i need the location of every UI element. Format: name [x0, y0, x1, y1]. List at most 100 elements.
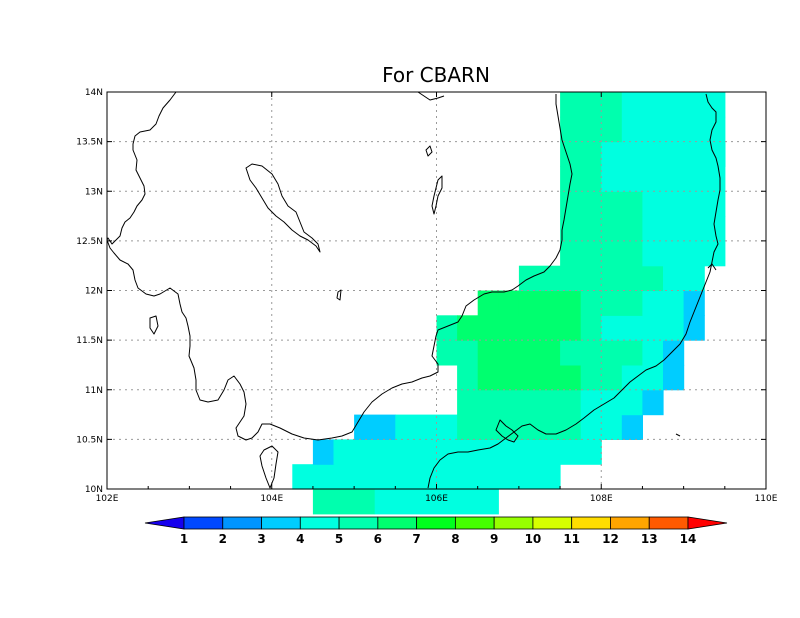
- data-cell: [601, 141, 726, 167]
- y-tick-label: 10.5N: [76, 435, 103, 445]
- colorbar-under-triangle: [144, 516, 185, 530]
- data-cell: [642, 191, 685, 217]
- data-cell: [663, 315, 685, 341]
- data-cell: [580, 240, 644, 267]
- data-cell: [477, 364, 582, 391]
- colorbar-label: 1: [180, 532, 188, 546]
- data-cell: [498, 290, 520, 316]
- data-cell: [457, 364, 479, 391]
- colorbar-swatch: [571, 516, 611, 530]
- data-cell: [457, 315, 479, 341]
- coastline: [106, 91, 721, 489]
- data-cell: [457, 414, 582, 440]
- data-cell: [601, 315, 664, 341]
- data-cell: [457, 340, 479, 366]
- data-cell: [477, 290, 499, 316]
- data-cell: [663, 364, 685, 391]
- x-tick-label: 110E: [755, 494, 778, 504]
- data-cell: [395, 414, 458, 440]
- data-cell: [477, 315, 561, 341]
- colorbar-label: 8: [451, 532, 459, 546]
- colorbar-label: 14: [680, 532, 697, 546]
- y-tick-label: 13N: [85, 187, 103, 197]
- y-axis: 10N 10.5N 11N 11.5N 12N 12.5N 13N 13.5N 14N: [76, 88, 766, 495]
- colorbar-label: 11: [563, 532, 580, 546]
- colorbar: 1 2 3 4 5 6 7 8 9 10 11 12 13 14: [144, 516, 728, 546]
- colorbar-swatch: [222, 516, 262, 530]
- colorbar-swatch: [299, 516, 340, 530]
- data-cell: [683, 290, 705, 316]
- x-tick-label: 104E: [260, 494, 283, 504]
- data-cell: [621, 414, 643, 440]
- data-cell: [477, 340, 561, 366]
- data-cell: [292, 464, 314, 490]
- y-tick-label: 14N: [85, 88, 103, 98]
- data-cell: [601, 389, 644, 416]
- data-cell: [354, 414, 396, 440]
- colorbar-swatch: [338, 516, 379, 530]
- data-cell: [374, 489, 499, 515]
- y-tick-label: 13.5N: [76, 138, 103, 148]
- data-cell: [621, 364, 664, 391]
- colorbar-label: 6: [374, 532, 382, 546]
- data-cell: [704, 240, 726, 267]
- x-tick-label: 108E: [590, 494, 613, 504]
- data-cell: [560, 92, 582, 118]
- data-cell: [621, 166, 726, 192]
- data-cell: [560, 166, 602, 192]
- colorbar-over-triangle: [687, 516, 728, 530]
- y-tick-label: 12N: [85, 287, 103, 297]
- colorbar-swatch: [377, 516, 418, 530]
- colorbar-swatch: [416, 516, 456, 530]
- data-cell: [642, 290, 664, 316]
- colorbar-swatch: [183, 516, 224, 530]
- data-cell: [642, 389, 664, 416]
- data-cell: [436, 340, 458, 366]
- data-cell: [580, 265, 664, 292]
- data-cell: [663, 290, 685, 316]
- data-cell: [580, 414, 623, 440]
- data-cell: [580, 141, 602, 167]
- data-cell: [436, 315, 458, 341]
- data-cell: [621, 116, 726, 143]
- data-cell: [580, 315, 602, 341]
- data-cell: [621, 92, 726, 118]
- data-cell: [642, 240, 664, 267]
- colorbar-label: 4: [296, 532, 304, 546]
- colorbar-swatch: [454, 516, 495, 530]
- colorbar-swatch: [493, 516, 534, 530]
- colorbar-swatch: [648, 516, 689, 530]
- y-tick-label: 11.5N: [76, 336, 103, 346]
- data-cell: [560, 141, 582, 167]
- data-cell: [560, 240, 582, 267]
- data-cell: [374, 439, 602, 465]
- colorbar-swatch: [261, 516, 301, 530]
- data-cell: [312, 439, 335, 465]
- data-cell: [580, 340, 644, 366]
- data-cell: [580, 290, 602, 316]
- colorbar-label: 12: [602, 532, 619, 546]
- map-grid: [107, 92, 766, 489]
- data-cell: [560, 290, 582, 316]
- colorbar-label: 7: [412, 532, 420, 546]
- data-cell: [601, 166, 623, 192]
- data-cell: [457, 389, 582, 416]
- y-tick-label: 10N: [85, 485, 103, 495]
- colorbar-label: 5: [335, 532, 343, 546]
- data-cell: [312, 489, 376, 515]
- x-tick-label: 106E: [425, 494, 448, 504]
- colorbar-label: 10: [525, 532, 542, 546]
- data-cell: [663, 265, 705, 292]
- y-tick-label: 11N: [85, 386, 103, 396]
- map-title: For CBARN: [382, 63, 490, 87]
- data-cell: [560, 116, 582, 143]
- data-cells: [292, 92, 726, 515]
- colorbar-swatch: [610, 516, 650, 530]
- data-cell: [560, 340, 582, 366]
- data-cell: [683, 216, 726, 242]
- x-tick-label: 102E: [96, 494, 119, 504]
- data-cell: [518, 290, 561, 316]
- data-cell: [683, 315, 705, 341]
- colorbar-label: 13: [641, 532, 658, 546]
